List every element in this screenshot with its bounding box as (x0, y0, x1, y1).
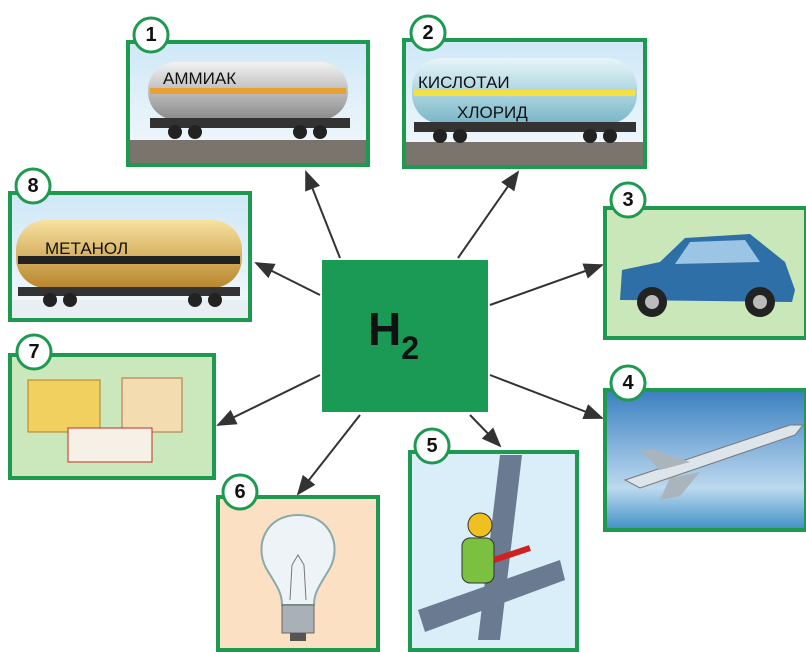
wheel (313, 125, 327, 139)
package (68, 428, 152, 462)
card-number: 7 (28, 341, 39, 363)
subscript: 2 (401, 330, 419, 366)
arrow (306, 172, 340, 258)
card-methanol: МЕТАНОЛ 8 (10, 169, 250, 320)
arrow (458, 172, 518, 258)
card-number: 5 (426, 435, 437, 457)
worker (462, 538, 494, 583)
wheel (168, 125, 182, 139)
package (122, 378, 182, 432)
page: {"center":{"label":"H","subscript":"2"},… (0, 0, 806, 652)
wheel (43, 293, 57, 307)
helmet (468, 513, 492, 537)
card-number: 3 (622, 189, 633, 211)
bulb-tip (290, 633, 306, 641)
card-bulb: 6 (218, 475, 378, 650)
card-label: ХЛОРИД (457, 103, 528, 122)
hub (753, 295, 767, 309)
arrow (256, 263, 320, 295)
arrow (298, 415, 360, 494)
card-label: АММИАК (163, 69, 236, 88)
wheel (188, 125, 202, 139)
diagram: H2 АММИАК 1 КИСЛОТАИ ХЛОРИД 2 3 4 5 6 7 (0, 0, 806, 652)
wheel (63, 293, 77, 307)
card-number: 8 (27, 175, 38, 197)
card-number: 6 (234, 481, 245, 503)
wheel (208, 293, 222, 307)
ground (128, 140, 368, 165)
arrow (490, 265, 602, 305)
wheel (293, 125, 307, 139)
wheel (188, 293, 202, 307)
ground (404, 142, 645, 167)
card-welder: 5 (410, 429, 577, 650)
wheel (433, 129, 447, 143)
element-symbol: H (368, 303, 401, 355)
card-ammonia: АММИАК 1 (128, 18, 368, 165)
frame (414, 122, 636, 132)
card-car: 3 (605, 183, 806, 338)
card-number: 1 (145, 24, 156, 46)
arrow (470, 415, 500, 446)
card-number: 2 (422, 22, 433, 44)
wheel (453, 129, 467, 143)
card-number: 4 (622, 372, 634, 394)
wheel (603, 129, 617, 143)
bulb-base (282, 605, 314, 633)
hub (645, 295, 659, 309)
stripe (150, 88, 346, 94)
wheel (583, 129, 597, 143)
arrow (218, 375, 320, 425)
card-hydrochloric-acid: КИСЛОТАИ ХЛОРИД 2 (404, 16, 645, 167)
card-margarine: 7 (10, 335, 214, 478)
arrow (490, 375, 602, 418)
card-rocket: 4 (605, 366, 806, 530)
card-label: КИСЛОТАИ (418, 73, 510, 92)
package (28, 380, 100, 432)
card-label: МЕТАНОЛ (45, 239, 128, 258)
